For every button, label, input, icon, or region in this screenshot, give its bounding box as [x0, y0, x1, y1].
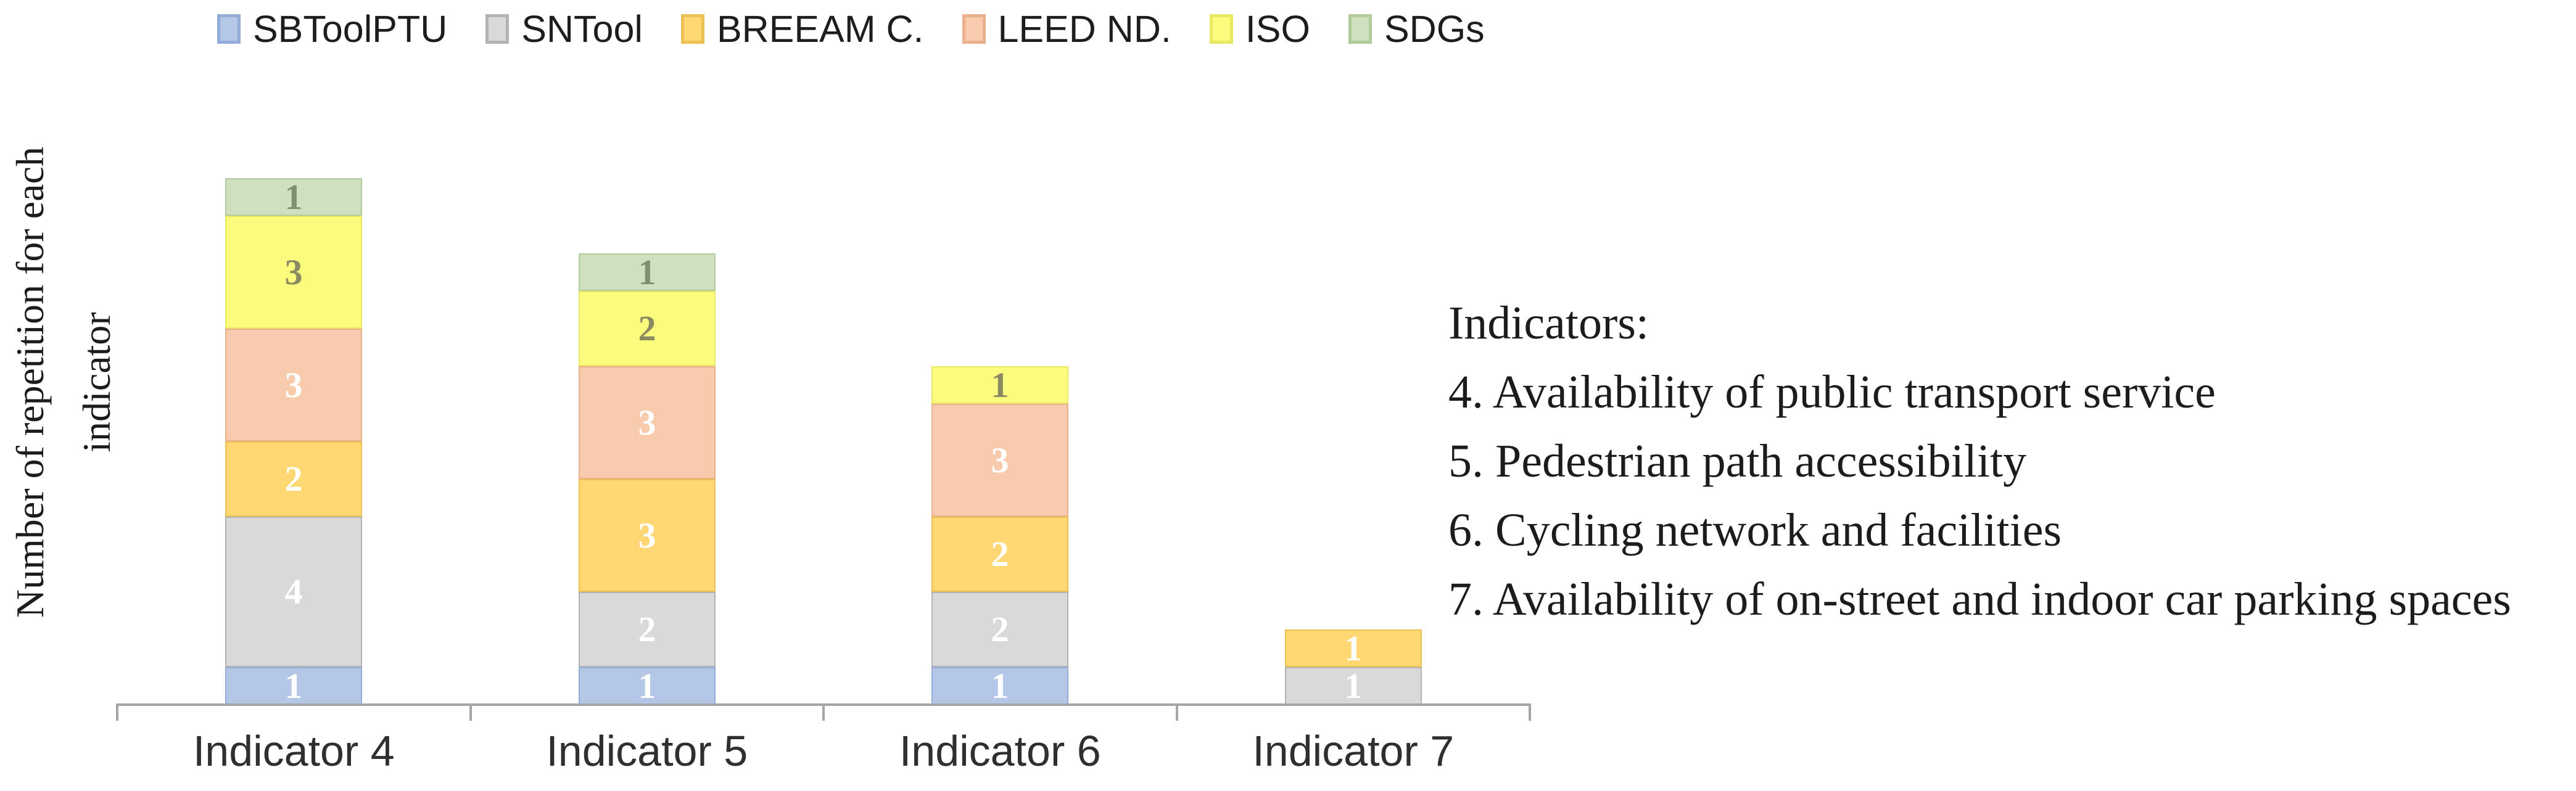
legend-item-sdgs: SDGs — [1348, 7, 1485, 51]
indicator-notes: Indicators: 4. Availability of public tr… — [1448, 289, 2571, 634]
bar-value-label: 3 — [284, 252, 303, 292]
bar-segment-iso: 3 — [225, 216, 362, 329]
bar-segment-sbtoolptu: 1 — [225, 667, 362, 705]
bar-value-label: 1 — [1344, 665, 1363, 706]
bar-value-label: 2 — [638, 308, 656, 348]
stacked-bar-indicator-4: 1 4 2 3 3 1 — [225, 178, 362, 705]
legend-item-iso: ISO — [1209, 7, 1310, 51]
x-axis-tick — [1176, 703, 1178, 721]
bar-value-label: 2 — [991, 609, 1009, 649]
bar-segment-sntool: 2 — [931, 592, 1068, 667]
legend-label: SNTool — [521, 8, 643, 50]
bar-value-label: 1 — [1344, 628, 1363, 668]
x-label-indicator-4: Indicator 4 — [192, 727, 395, 775]
x-axis-tick — [1529, 703, 1531, 721]
legend-swatch-icon — [962, 14, 986, 44]
legend-label: LEED ND. — [997, 8, 1171, 50]
legend-swatch-icon — [485, 14, 510, 44]
stacked-bar-indicator-6: 1 2 2 3 1 — [931, 366, 1068, 705]
bar-segment-leed-nd: 3 — [931, 404, 1068, 517]
bar-segment-iso: 1 — [931, 366, 1068, 404]
bar-value-label: 1 — [638, 252, 656, 292]
legend-swatch-icon — [1209, 14, 1233, 44]
x-axis-tick — [822, 703, 825, 721]
bar-segment-iso: 2 — [579, 291, 716, 366]
bar-segment-sdgs: 1 — [225, 178, 362, 216]
chart-legend: SBToolPTU SNTool BREEAM C. LEED ND. ISO SDGs — [217, 7, 1485, 51]
stacked-bar-indicator-5: 1 2 3 3 2 1 — [579, 253, 716, 705]
legend-label: ISO — [1245, 8, 1310, 50]
bar-segment-sntool: 4 — [225, 517, 362, 667]
indicator-note-6: 6. Cycling network and facilities — [1448, 504, 2062, 556]
bar-segment-leed-nd: 3 — [225, 329, 362, 441]
bar-value-label: 1 — [284, 665, 303, 706]
bar-segment-sbtoolptu: 1 — [579, 667, 716, 705]
indicator-note-5: 5. Pedestrian path accessibility — [1448, 435, 2027, 487]
bar-value-label: 3 — [638, 402, 656, 443]
legend-item-leed-nd: LEED ND. — [962, 7, 1171, 51]
bar-value-label: 3 — [991, 440, 1009, 480]
bar-value-label: 4 — [284, 572, 303, 612]
bar-segment-sdgs: 1 — [579, 253, 716, 291]
bar-segment-breeam-c: 3 — [579, 479, 716, 592]
legend-item-sntool: SNTool — [485, 7, 643, 51]
legend-swatch-icon — [680, 14, 704, 44]
x-label-indicator-5: Indicator 5 — [546, 727, 748, 775]
bar-value-label: 3 — [638, 515, 656, 555]
legend-swatch-icon — [1348, 14, 1372, 44]
indicator-note-4: 4. Availability of public transport serv… — [1448, 366, 2216, 418]
bar-value-label: 3 — [284, 364, 303, 405]
bar-value-label: 2 — [991, 534, 1009, 574]
bar-segment-sbtoolptu: 1 — [931, 667, 1068, 705]
bar-segment-leed-nd: 3 — [579, 366, 716, 479]
bar-value-label: 1 — [284, 176, 303, 217]
legend-label: SDGs — [1384, 8, 1485, 50]
x-axis-tick — [469, 703, 472, 721]
indicator-note-7: 7. Availability of on-street and indoor … — [1448, 573, 2511, 625]
bar-value-label: 1 — [991, 364, 1009, 405]
bar-segment-sntool: 1 — [1285, 667, 1422, 705]
bar-segment-breeam-c: 1 — [1285, 629, 1422, 667]
legend-swatch-icon — [217, 14, 241, 44]
x-axis-tick — [116, 703, 118, 721]
bar-segment-sntool: 2 — [579, 592, 716, 667]
x-axis-labels: Indicator 4 Indicator 5 Indicator 6 Indi… — [117, 726, 1530, 776]
y-axis-title-line2: indicator — [75, 312, 118, 453]
bar-value-label: 1 — [638, 665, 656, 706]
legend-item-breeam-c: BREEAM C. — [680, 7, 924, 51]
y-axis-title: Number of repetition for each indicator — [0, 43, 130, 721]
y-axis-title-line1: Number of repetition for each — [8, 146, 52, 618]
x-label-indicator-7: Indicator 7 — [1252, 727, 1455, 775]
indicator-notes-title: Indicators: — [1448, 297, 1649, 349]
x-label-indicator-6: Indicator 6 — [899, 727, 1101, 775]
bar-segment-breeam-c: 2 — [225, 441, 362, 517]
legend-label: BREEAM C. — [716, 8, 924, 50]
bar-value-label: 2 — [284, 459, 303, 499]
legend-label: SBToolPTU — [253, 8, 448, 50]
bar-value-label: 1 — [991, 665, 1009, 706]
bar-value-label: 2 — [638, 609, 656, 649]
legend-item-sbtoolptu: SBToolPTU — [217, 7, 447, 51]
bar-segment-breeam-c: 2 — [931, 517, 1068, 592]
